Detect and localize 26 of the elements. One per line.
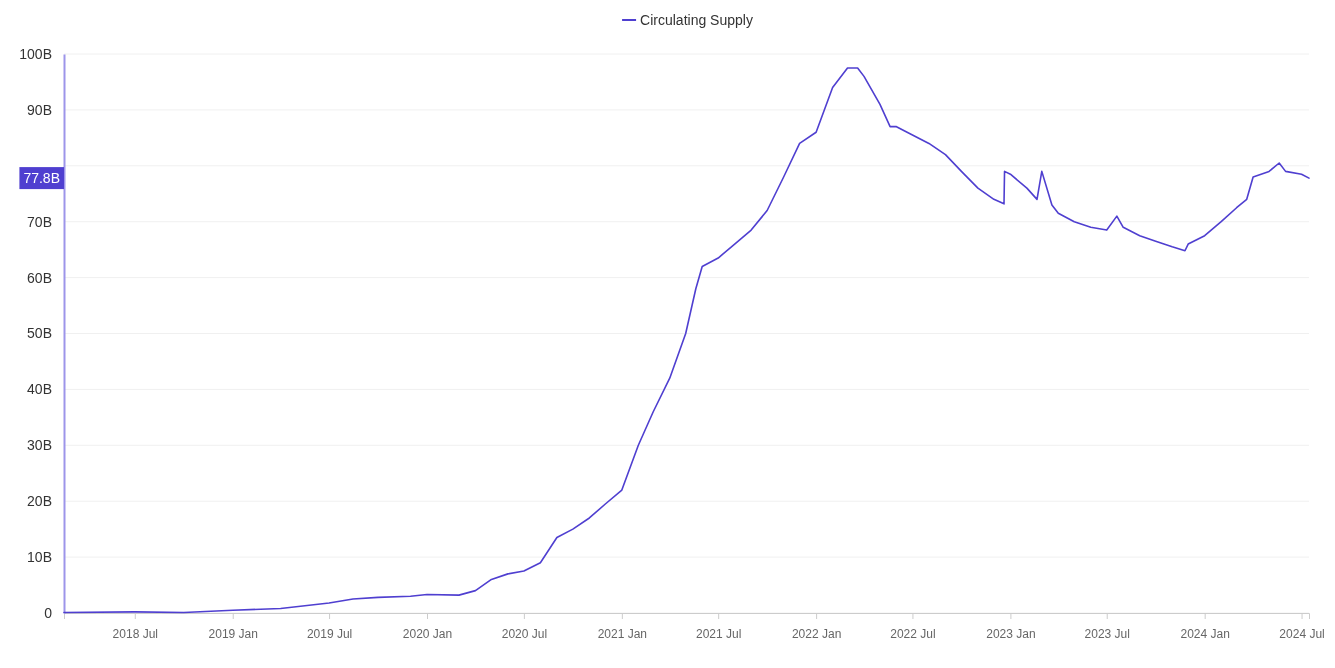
legend-label: Circulating Supply	[640, 12, 753, 28]
y-tick-label: 10B	[27, 549, 52, 566]
x-tick-label: 2021 Jan	[597, 626, 648, 641]
y-tick-label: 90B	[27, 101, 52, 118]
y-tick-label: 30B	[27, 437, 52, 454]
y-tick-label: 20B	[27, 493, 52, 510]
x-tick-label: 2023 Jul	[1084, 626, 1130, 641]
x-tick-label: 2022 Jan	[791, 626, 842, 641]
x-tick-label: 2019 Jan	[208, 626, 258, 641]
y-tick-label: 100B	[19, 45, 52, 62]
x-tick-label: 2021 Jul	[695, 626, 742, 641]
y-tick-label: 60B	[27, 269, 52, 286]
x-tick-label: 2018 Jul	[112, 626, 158, 641]
x-tick-label: 2020 Jul	[501, 626, 548, 641]
x-tick-label: 2024 Jan	[1180, 626, 1230, 641]
y-tick-label: 50B	[27, 325, 52, 342]
x-tick-label: 2019 Jul	[306, 626, 353, 641]
x-tick-label: 2024 Jul	[1279, 626, 1325, 641]
x-tick-label: 2023 Jan	[986, 626, 1036, 641]
x-tick-label: 2020 Jan	[402, 626, 453, 641]
text: 77.8B	[23, 170, 60, 187]
line-series	[63, 67, 1310, 614]
y-tick-label: 0	[44, 604, 53, 621]
y-tick-label: 70B	[27, 213, 52, 230]
y-tick-label: 40B	[27, 381, 52, 398]
x-tick-label: 2022 Jul	[890, 626, 936, 641]
